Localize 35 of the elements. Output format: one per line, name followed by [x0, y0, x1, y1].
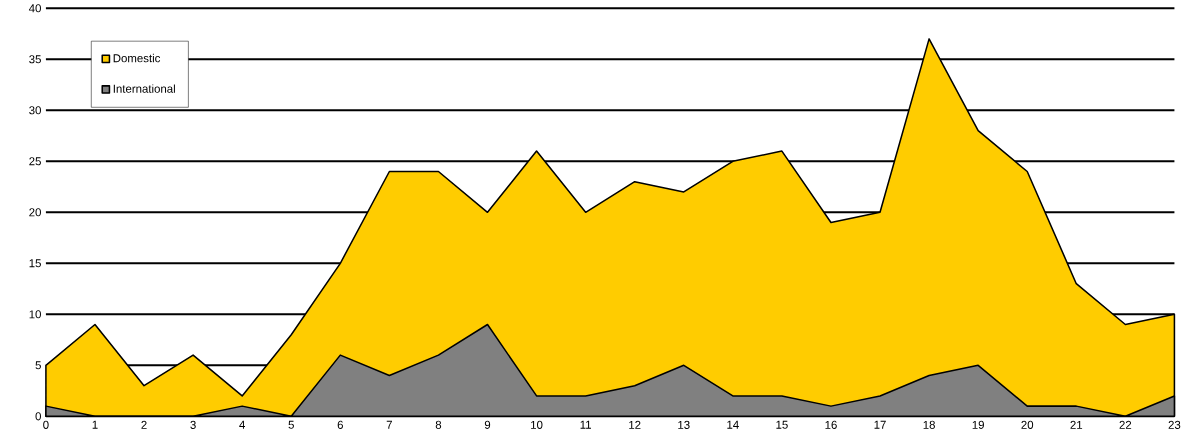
x-tick-label: 12 [629, 420, 641, 429]
x-tick-label: 9 [484, 420, 491, 429]
y-tick-label: 15 [29, 259, 41, 268]
x-tick-label: 4 [239, 420, 246, 429]
x-tick-label: 18 [923, 420, 935, 429]
x-tick-label: 23 [1168, 420, 1181, 429]
x-tick-label: 11 [580, 420, 592, 429]
y-tick-label: 35 [29, 55, 41, 64]
y-tick-label: 0 [35, 412, 41, 421]
x-tick-label: 22 [1119, 420, 1132, 429]
x-tick-label: 5 [288, 420, 294, 429]
x-tick-label: 19 [972, 420, 984, 429]
x-tick-label: 10 [531, 420, 543, 429]
legend-label: Domestic [113, 53, 161, 63]
x-tick-label: 20 [1021, 420, 1034, 429]
legend-label: International [113, 84, 175, 93]
x-tick-label: 8 [435, 420, 442, 429]
x-tick-label: 14 [727, 420, 739, 429]
y-tick-label: 40 [28, 4, 41, 13]
y-tick-label: 20 [29, 208, 41, 217]
x-tick-label: 16 [825, 420, 837, 429]
x-tick-label: 15 [776, 420, 788, 429]
y-tick-label: 10 [29, 310, 41, 319]
y-tick-label: 25 [29, 157, 41, 166]
y-tick-label: 30 [29, 106, 41, 115]
x-tick-label: 6 [337, 420, 343, 429]
x-tick-label: 7 [386, 420, 392, 429]
x-tick-label: 2 [141, 420, 147, 429]
x-tick-label: 21 [1070, 420, 1083, 429]
x-tick-label: 0 [43, 420, 49, 429]
y-tick-label: 5 [35, 361, 41, 370]
x-tick-label: 3 [190, 420, 196, 429]
x-tick-label: 13 [678, 420, 690, 429]
x-tick-label: 17 [874, 420, 886, 429]
x-tick-label: 1 [92, 420, 98, 429]
